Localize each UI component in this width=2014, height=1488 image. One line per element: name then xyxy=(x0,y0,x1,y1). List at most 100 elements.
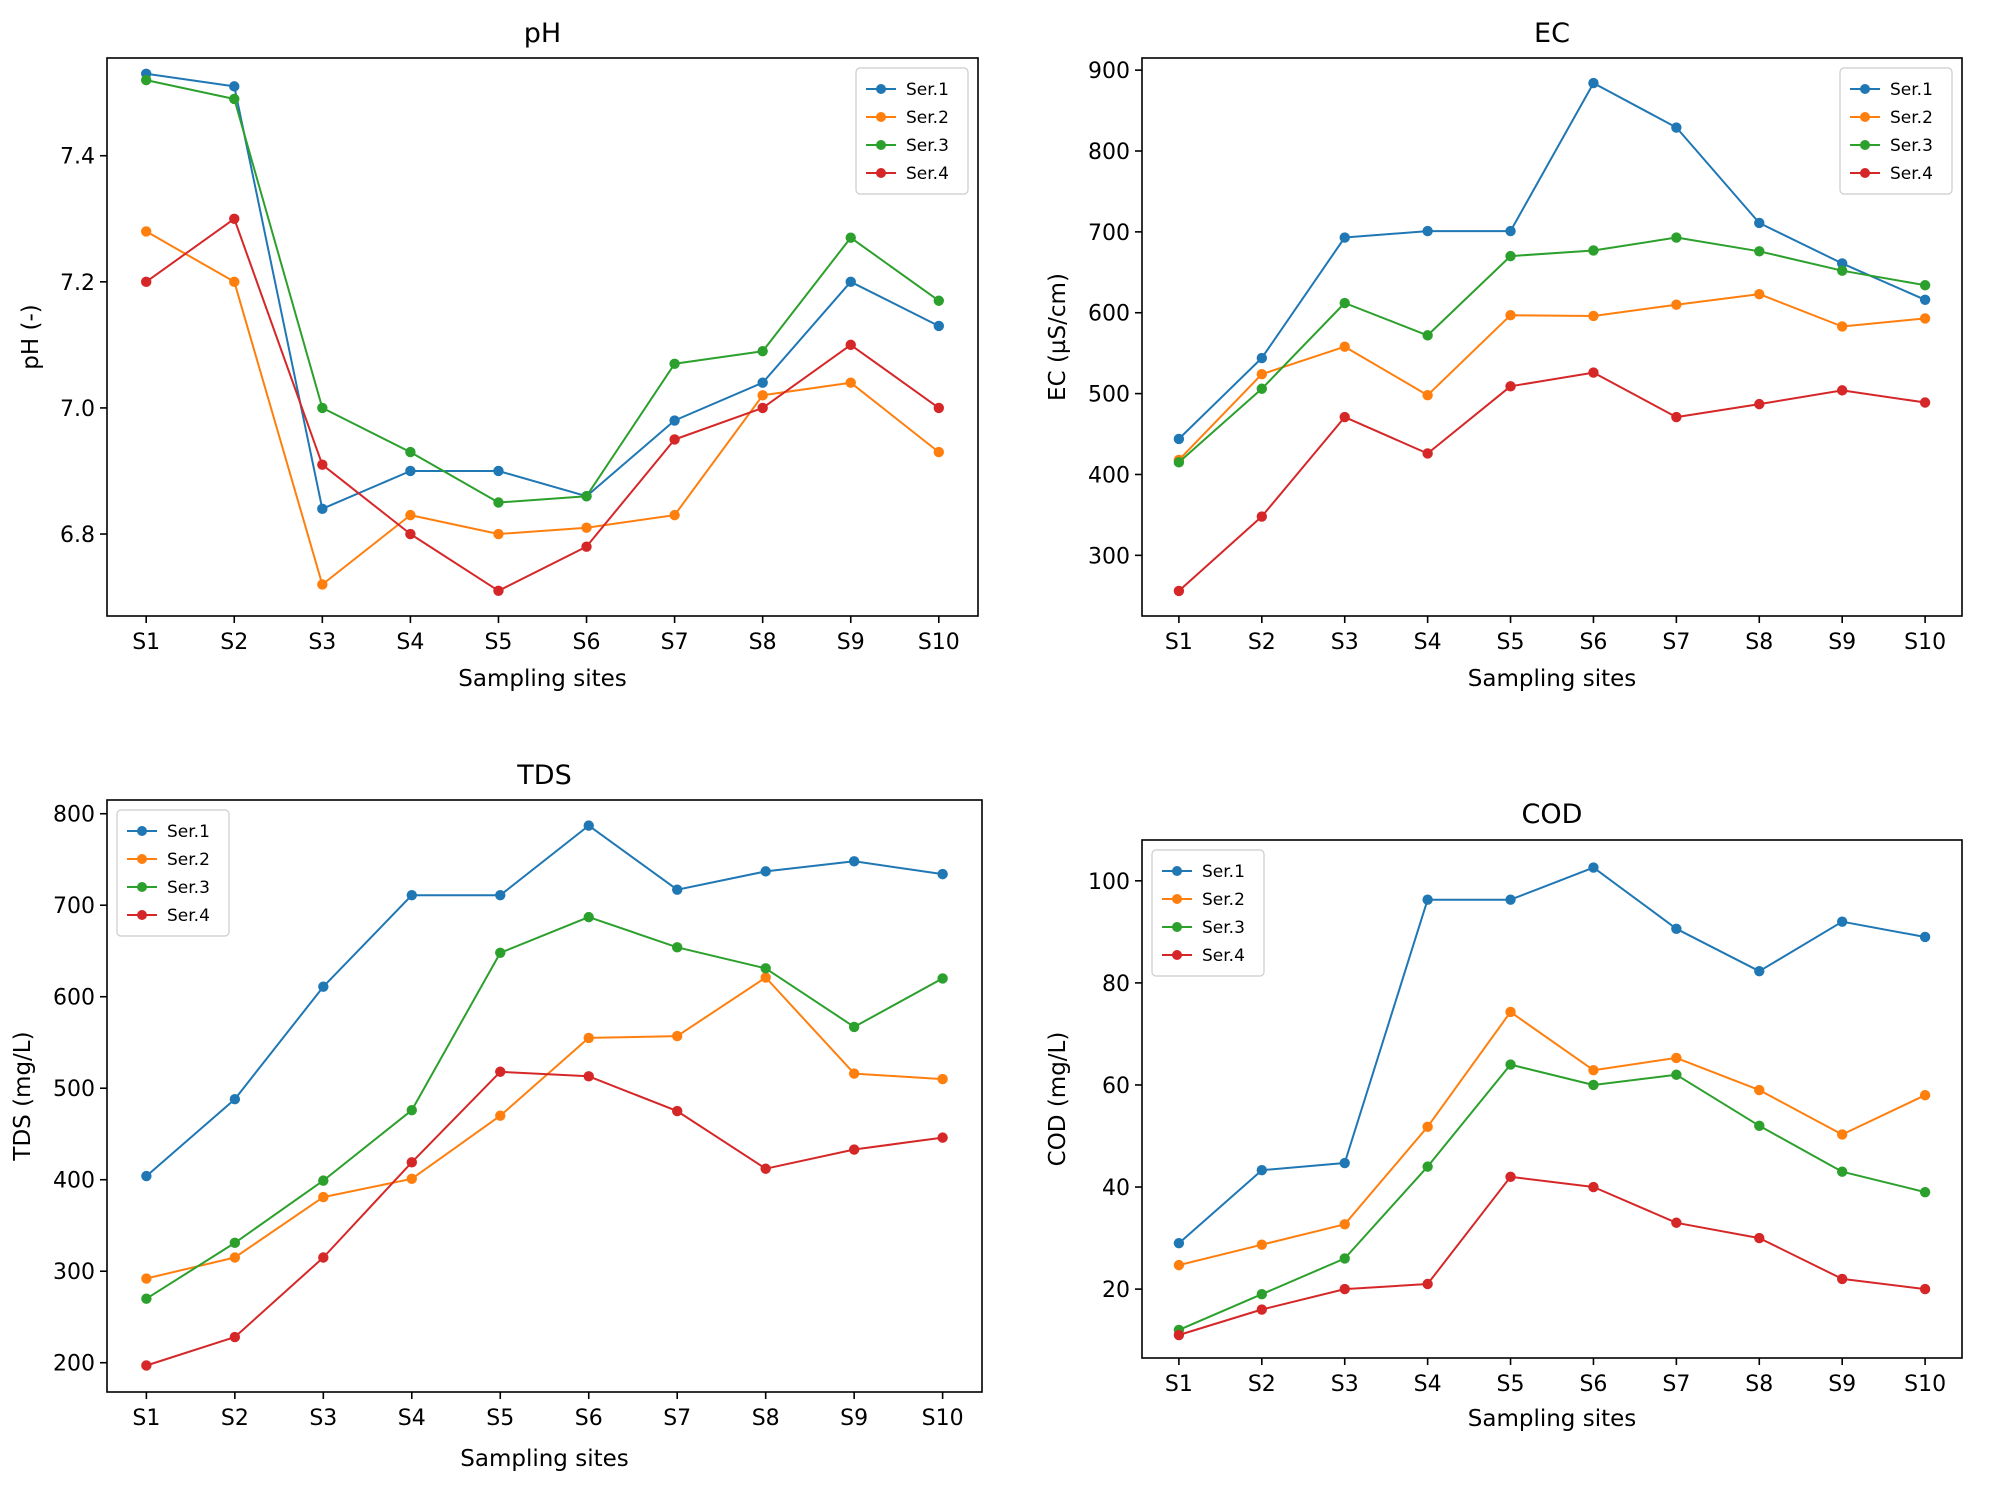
series-line-ph xyxy=(145,217,940,592)
data-point-cod xyxy=(1754,1232,1765,1244)
data-point-ec xyxy=(1256,511,1268,522)
data-point-cod xyxy=(1919,1186,1931,1198)
series-ph-4 xyxy=(140,213,945,596)
legend-swatch-marker xyxy=(1860,168,1870,178)
y-tick-label-tds: 300 xyxy=(53,1260,95,1285)
data-point-cod xyxy=(1256,1164,1268,1176)
data-point-ph xyxy=(669,434,680,445)
series-cod-2 xyxy=(1173,1006,1931,1271)
data-point-tds xyxy=(495,947,506,959)
y-tick-label-cod: 80 xyxy=(1102,972,1130,997)
legend-swatch-marker xyxy=(876,140,886,150)
data-point-ec xyxy=(1339,341,1350,352)
x-tick-label-cod: S8 xyxy=(1745,1372,1773,1397)
series-tds-2 xyxy=(141,972,948,1284)
x-tick-label-cod: S7 xyxy=(1662,1372,1690,1397)
y-tick-label-ph: 7.2 xyxy=(60,271,95,296)
data-point-ec xyxy=(1505,225,1516,237)
series-tds-3 xyxy=(141,911,948,1304)
legend-swatch-marker xyxy=(1172,894,1182,904)
data-point-ph xyxy=(405,528,416,540)
data-point-ec xyxy=(1339,297,1350,309)
y-tick-label-cod: 20 xyxy=(1102,1278,1130,1303)
data-point-ec xyxy=(1422,330,1433,341)
data-point-ec xyxy=(1505,250,1516,262)
data-point-ph xyxy=(229,93,240,105)
data-point-cod xyxy=(1505,1059,1516,1070)
x-tick-label-tds: S10 xyxy=(922,1406,964,1431)
legend-tds: Ser.1 Ser.2 Ser.3 Ser.4 xyxy=(116,809,230,937)
panel-ec: EC Sampling sites EC (µS/cm) S1 S2 S3 S4 S5 S6 S7… xyxy=(1045,18,1963,692)
data-point-ph xyxy=(229,276,240,288)
data-point-tds xyxy=(583,820,594,831)
x-tick-label-ec: S5 xyxy=(1497,630,1525,655)
data-point-ph xyxy=(757,402,768,414)
y-tick-label-tds: 800 xyxy=(53,803,95,828)
legend-swatch-marker xyxy=(137,882,147,892)
data-point-ec xyxy=(1919,313,1931,324)
panel-cod: COD Sampling sites COD (mg/L) S1 S2 S3 S4 S5 S6 S… xyxy=(1045,799,1963,1432)
data-point-tds xyxy=(672,884,683,895)
data-point-cod xyxy=(1919,1089,1931,1101)
legend-item: Ser.2 xyxy=(866,108,949,128)
data-point-ph xyxy=(669,509,680,521)
data-point-tds xyxy=(406,1157,417,1168)
data-point-tds xyxy=(672,1105,683,1117)
series-line-cod xyxy=(1178,1011,1926,1267)
y-axis-label-ph: pH (-) xyxy=(18,304,44,369)
data-point-tds xyxy=(848,856,860,867)
data-point-cod xyxy=(1671,923,1682,934)
legend-swatch-marker xyxy=(1860,140,1870,150)
data-point-tds xyxy=(318,1175,329,1186)
data-point-tds xyxy=(848,1068,860,1079)
legend-item: Ser.3 xyxy=(1162,918,1245,938)
legend-label: Ser.2 xyxy=(1202,890,1245,910)
data-point-ec xyxy=(1671,232,1682,243)
data-point-cod xyxy=(1422,1121,1433,1133)
data-point-tds xyxy=(760,1163,771,1174)
data-point-tds xyxy=(229,1237,241,1249)
legend-box xyxy=(855,67,969,195)
legend-label: Ser.2 xyxy=(167,850,210,870)
data-point-tds xyxy=(141,1360,152,1371)
data-point-cod xyxy=(1505,894,1516,905)
series-line-ec xyxy=(1178,293,1926,461)
legend-item: Ser.1 xyxy=(1850,80,1933,100)
x-tick-label-ec: S3 xyxy=(1331,630,1359,655)
data-point-cod xyxy=(1836,916,1848,927)
x-tick-label-tds: S5 xyxy=(486,1406,514,1431)
x-tick-label-cod: S1 xyxy=(1165,1372,1193,1397)
legend-label: Ser.4 xyxy=(906,164,949,184)
series-line-ph xyxy=(145,230,940,586)
data-point-ec xyxy=(1339,232,1350,243)
data-point-ph xyxy=(669,415,680,426)
series-line-ec xyxy=(1178,236,1926,464)
data-point-ec xyxy=(1339,411,1350,423)
data-point-tds xyxy=(495,1066,506,1077)
data-point-ph xyxy=(405,446,416,458)
data-point-ph xyxy=(405,509,416,521)
legend-swatch-marker xyxy=(137,910,147,920)
x-tick-label-cod: S6 xyxy=(1579,1372,1607,1397)
series-ec-1 xyxy=(1173,77,1931,445)
data-point-ph xyxy=(933,446,945,458)
series-line-tds xyxy=(145,824,943,1177)
legend-label: Ser.4 xyxy=(1890,164,1933,184)
data-point-ph xyxy=(493,585,504,596)
x-tick-label-cod: S10 xyxy=(1904,1372,1946,1397)
data-point-ph xyxy=(317,579,328,590)
y-tick-label-ec: 900 xyxy=(1088,59,1130,84)
data-point-ph xyxy=(140,74,152,86)
panel-ph: pH Sampling sites pH (-) S1 S2 S3 S4 S5 S6 S7 S8 S9… xyxy=(18,18,979,692)
series-line-cod xyxy=(1178,1063,1926,1331)
data-point-ec xyxy=(1256,369,1268,380)
legend-swatch-marker xyxy=(876,84,886,94)
data-point-ph xyxy=(581,522,592,533)
chart-title-cod: COD xyxy=(1522,799,1583,830)
series-cod-3 xyxy=(1173,1059,1931,1336)
legend-swatch-marker xyxy=(1172,922,1182,932)
data-point-tds xyxy=(406,1173,417,1185)
data-point-tds xyxy=(318,981,329,992)
data-point-ph xyxy=(845,377,856,388)
series-line-cod xyxy=(1178,1175,1926,1336)
